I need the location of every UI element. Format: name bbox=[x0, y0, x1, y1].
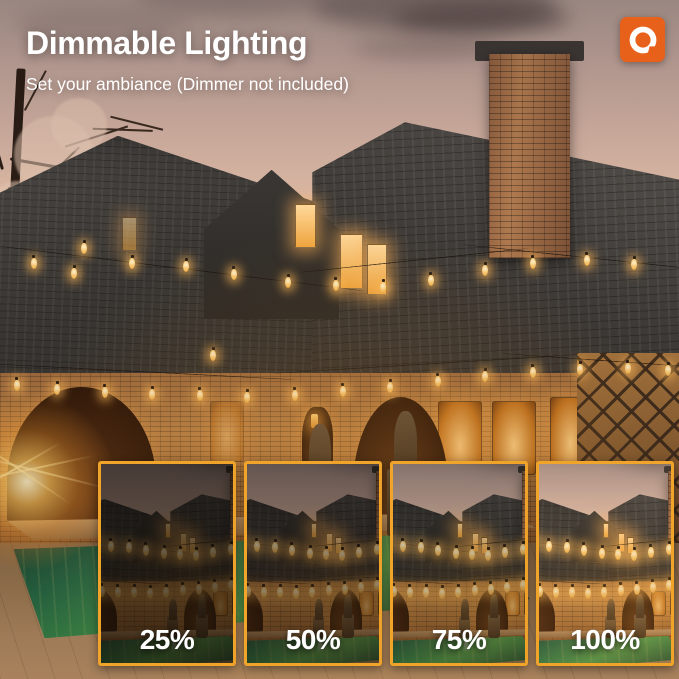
string-light-bulb bbox=[210, 346, 217, 361]
string-light-bulb bbox=[339, 382, 346, 397]
window-glow bbox=[339, 234, 363, 289]
string-light-bulb bbox=[482, 261, 489, 276]
page-subtitle: Set your ambiance (Dimmer not included) bbox=[26, 74, 349, 94]
string-light-bulb bbox=[13, 377, 20, 392]
dim-level-label: 100% bbox=[570, 624, 640, 655]
string-light-bulb bbox=[624, 359, 631, 374]
string-light-bulb bbox=[380, 279, 387, 294]
string-light-bulb bbox=[129, 255, 135, 270]
cloud bbox=[393, 3, 571, 35]
string-light-bulb bbox=[244, 389, 251, 404]
string-light-bulb bbox=[387, 378, 394, 393]
string-light-bulb bbox=[482, 367, 489, 382]
wall-lantern bbox=[310, 414, 318, 429]
page-title: Dimmable Lighting bbox=[26, 25, 308, 61]
dimming-comparison-strip: 25% bbox=[98, 461, 674, 666]
comparison-panel[interactable]: 25% bbox=[98, 461, 236, 666]
string-light-bulb bbox=[427, 271, 434, 286]
cloud bbox=[353, 37, 503, 60]
string-light-bulb bbox=[529, 363, 536, 378]
string-light-bulb bbox=[583, 251, 590, 266]
comparison-panel[interactable]: 75% bbox=[390, 461, 528, 666]
window-glow bbox=[295, 203, 316, 248]
string-light-bulb bbox=[230, 265, 237, 280]
ring-logo-icon bbox=[629, 26, 656, 53]
brick-chimney bbox=[488, 54, 571, 258]
dim-level-label: 75% bbox=[431, 624, 487, 655]
string-light-bulb bbox=[529, 255, 536, 270]
comparison-panel[interactable]: 100% bbox=[536, 461, 674, 666]
string-light-bulb bbox=[285, 274, 292, 289]
string-light-bulb bbox=[665, 362, 672, 377]
cloud bbox=[13, 6, 191, 41]
window-glow bbox=[122, 217, 138, 252]
string-light-bulb bbox=[54, 380, 61, 395]
string-light-bulb bbox=[71, 265, 78, 280]
dim-level-label: 25% bbox=[139, 624, 195, 655]
string-light-bulb bbox=[196, 387, 203, 402]
string-light-bulb bbox=[332, 276, 339, 291]
string-light-bulb bbox=[149, 386, 156, 401]
string-light-bulb bbox=[577, 360, 584, 375]
string-light-bulb bbox=[30, 255, 37, 270]
string-light-bulb bbox=[631, 256, 638, 271]
string-light-bulb bbox=[183, 258, 190, 273]
brand-logo-badge bbox=[620, 17, 665, 62]
string-light-bulb bbox=[434, 373, 441, 388]
comparison-panel[interactable]: 50% bbox=[244, 461, 382, 666]
interior-room-glow bbox=[210, 400, 245, 462]
cloud bbox=[135, 0, 340, 16]
string-light-bulb bbox=[101, 384, 108, 399]
dim-level-label: 50% bbox=[285, 624, 341, 655]
string-light-bulb bbox=[291, 386, 298, 401]
string-light-bulb bbox=[81, 240, 88, 255]
